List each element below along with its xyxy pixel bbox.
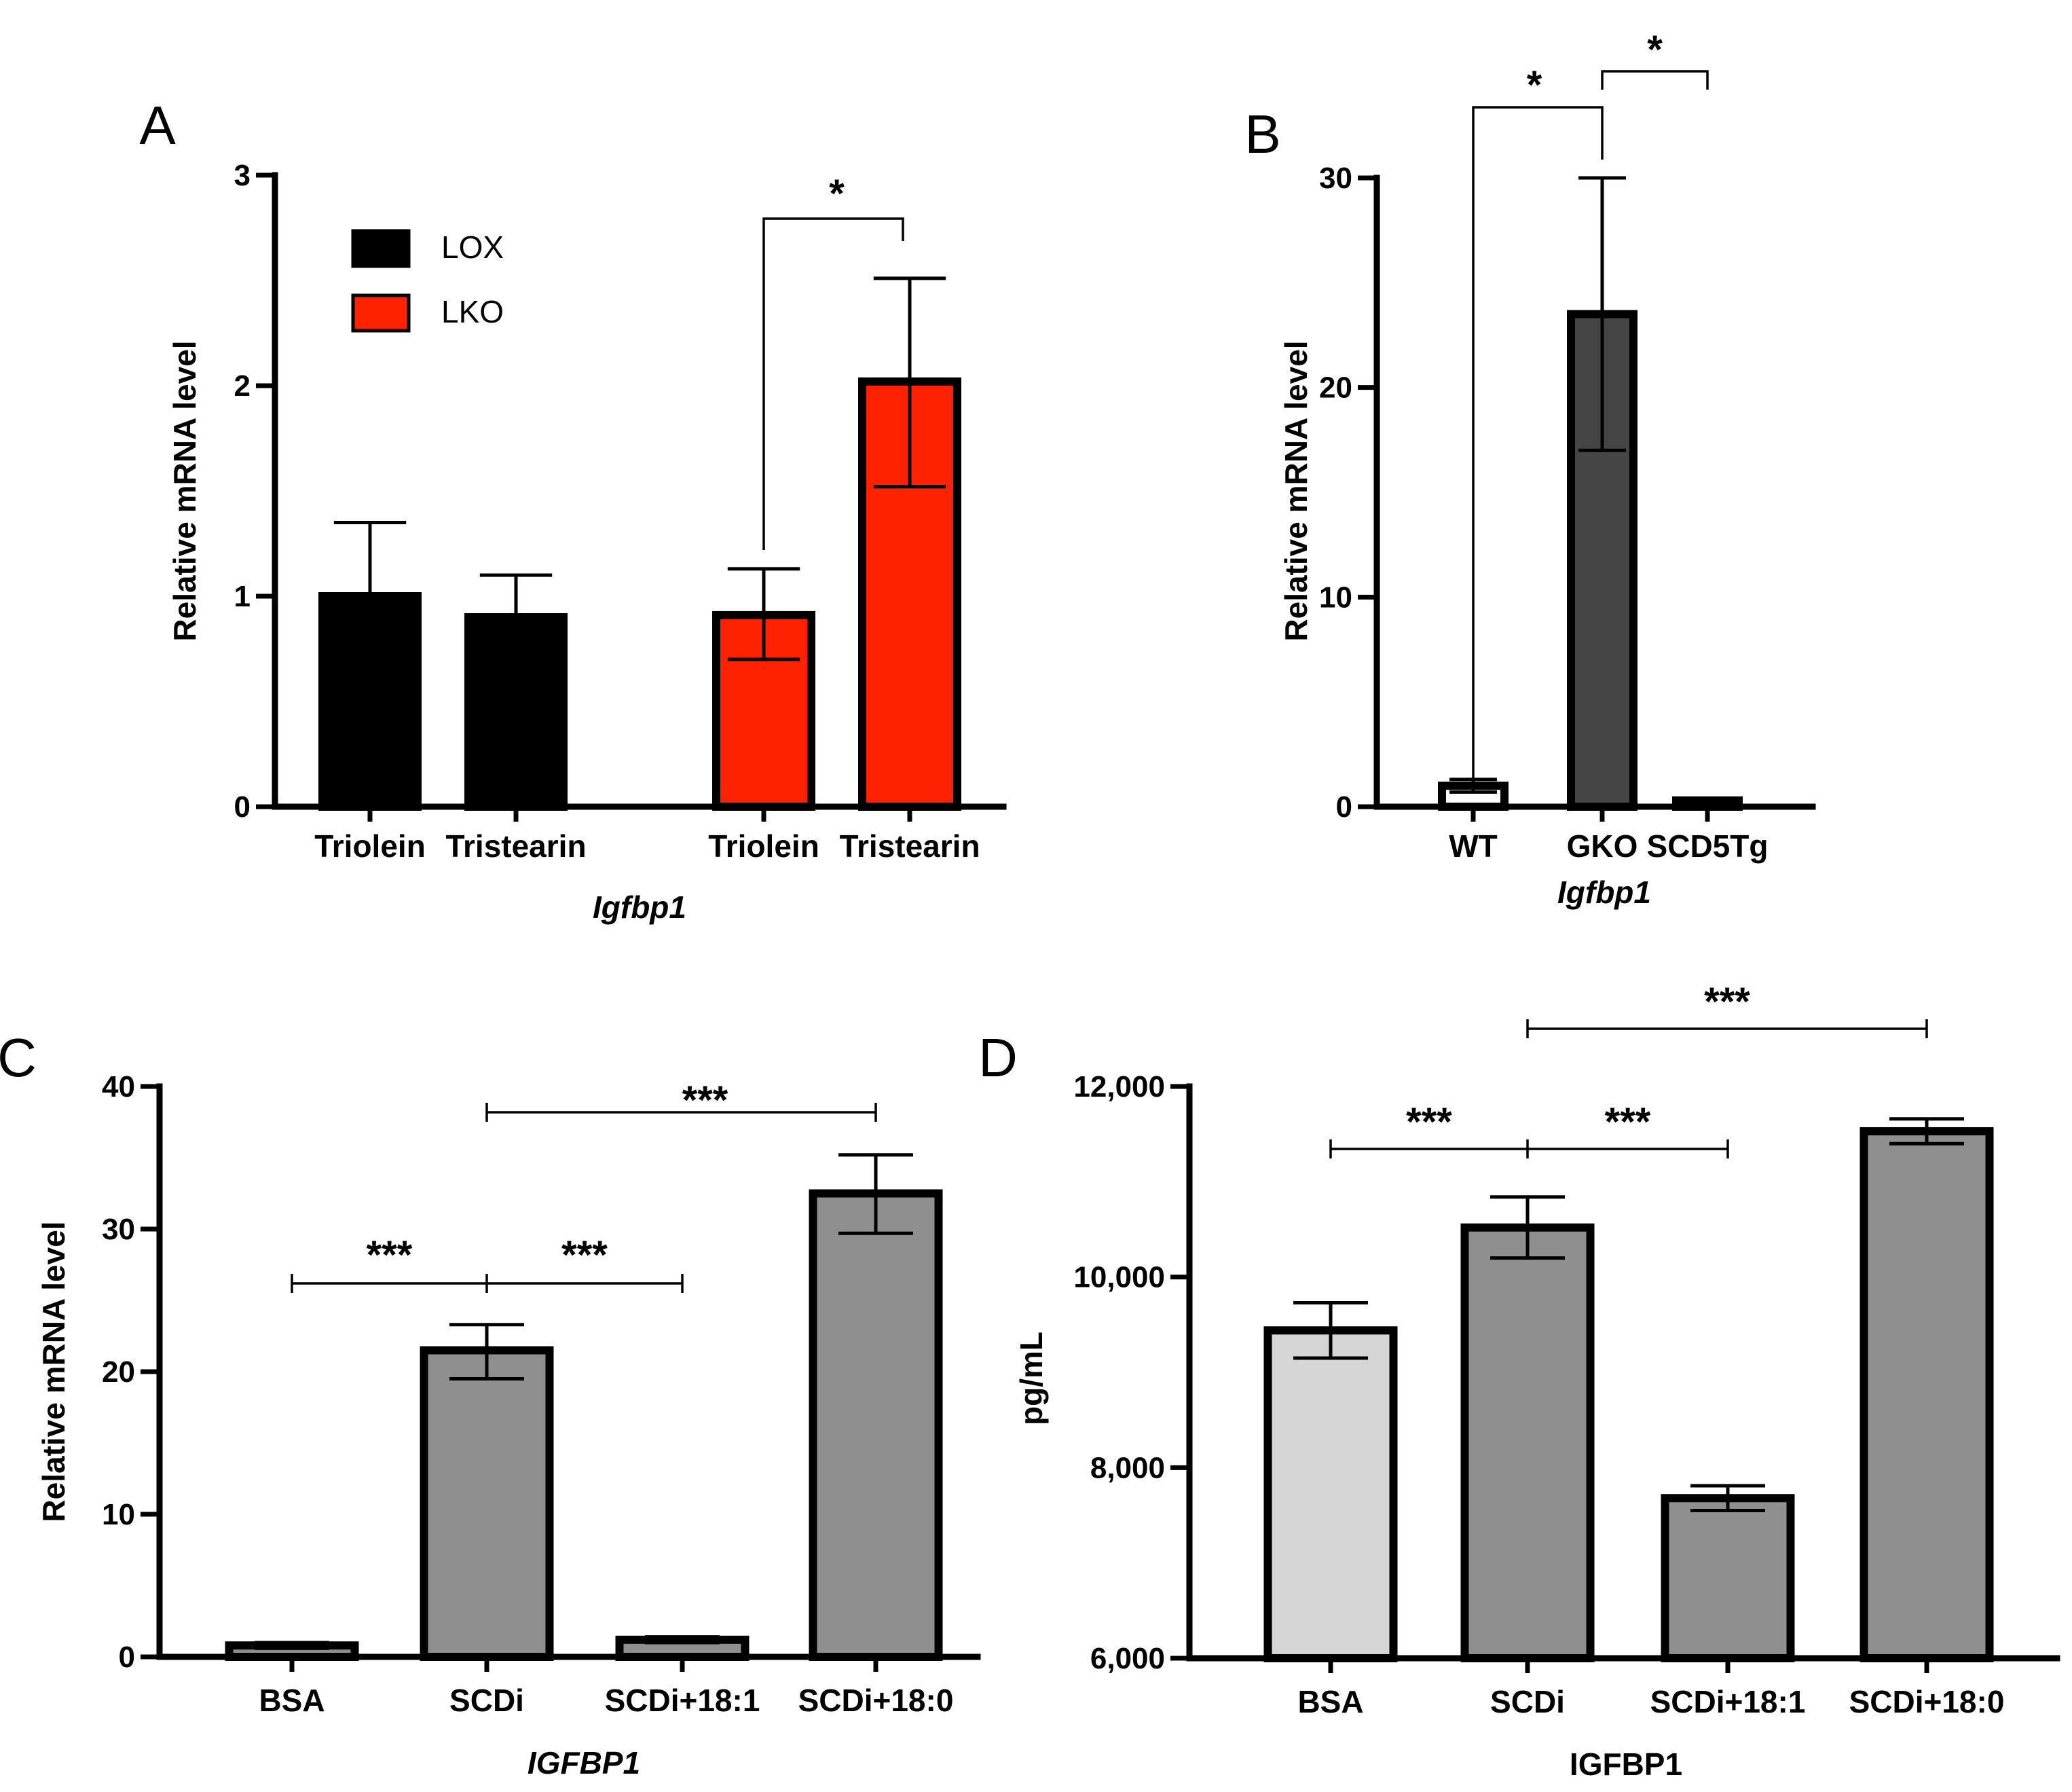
y-tick-label: 0 — [1336, 790, 1352, 824]
error-bar — [838, 1153, 913, 1235]
x-tick-label: Triolein — [708, 828, 819, 864]
panel-letter: B — [1244, 104, 1280, 164]
significance-annotations: * — [762, 172, 904, 550]
bar — [1860, 1127, 1994, 1662]
significance-marker: *** — [1704, 980, 1750, 1024]
panel-letter: A — [139, 95, 176, 156]
error-bar — [333, 521, 407, 596]
y-tick-label: 20 — [102, 1355, 135, 1389]
panel-d: D 6,000 8,000 10,000 12,000 pg/mL BSA SCDi SCDi+… — [978, 980, 2060, 1782]
y-tick-label: 30 — [102, 1213, 135, 1246]
significance-annotations: ** — [1472, 28, 1709, 780]
x-tick-label: SCDi+18:1 — [605, 1683, 760, 1718]
significance-marker: *** — [682, 1078, 728, 1122]
error-bar — [1578, 176, 1626, 452]
y-tick-label: 0 — [234, 790, 251, 824]
legend-label: LKO — [441, 294, 504, 329]
significance-bracket — [1472, 106, 1604, 780]
x-axis-title: Igfbp1 — [1557, 875, 1651, 910]
y-tick-label: 8,000 — [1090, 1451, 1165, 1484]
y-tick-label: 0 — [119, 1641, 135, 1674]
error-bar — [479, 573, 553, 617]
bar — [809, 1189, 943, 1661]
bar — [464, 613, 568, 811]
x-tick-label: Tristearin — [839, 828, 980, 864]
x-tick-label: BSA — [259, 1683, 325, 1718]
x-axis-title: IGFBP1 — [1570, 1747, 1682, 1782]
error-bar — [449, 1323, 524, 1380]
y-tick-label: 12,000 — [1073, 1070, 1165, 1103]
bar — [1661, 1494, 1795, 1662]
significance-bracket — [762, 217, 904, 550]
y-tick-label: 3 — [234, 159, 251, 192]
error-bar — [255, 1641, 329, 1650]
y-tick-label: 10 — [1319, 581, 1352, 614]
error-bar — [1690, 1484, 1765, 1512]
significance-marker: *** — [1605, 1100, 1651, 1144]
significance-annotations: *** *** *** — [291, 1078, 877, 1293]
x-tick-label: SCDi+18:0 — [798, 1683, 954, 1718]
significance-bracket — [1526, 1019, 1928, 1038]
y-axis-title: pg/mL — [1014, 1332, 1049, 1425]
x-tick-label: SCDi — [1490, 1684, 1565, 1719]
y-axis-title: Relative mRNA level — [167, 340, 202, 641]
significance-marker: * — [1647, 28, 1663, 72]
y-tick-label: 10 — [102, 1498, 135, 1531]
y-tick-label: 2 — [234, 369, 251, 403]
error-bar — [873, 276, 946, 489]
error-bar — [1889, 1117, 1964, 1146]
bar — [318, 592, 422, 811]
y-tick-label: 6,000 — [1090, 1642, 1165, 1675]
significance-bracket — [291, 1274, 684, 1293]
error-bar — [1684, 797, 1731, 805]
x-axis-title: IGFBP1 — [528, 1745, 640, 1780]
y-tick-label: 10,000 — [1073, 1261, 1165, 1294]
error-bar — [727, 567, 800, 661]
x-tick-label: SCDi+18:1 — [1650, 1684, 1806, 1719]
significance-bracket — [1329, 1139, 1729, 1158]
x-tick-label: Triolein — [314, 828, 426, 864]
panel-a: A 0 1 2 3 Relative mRNA level Triolein Tristear… — [139, 95, 1007, 925]
error-bar — [1293, 1301, 1368, 1360]
legend-swatch — [351, 293, 411, 333]
y-tick-label: 1 — [234, 580, 251, 613]
x-tick-label: BSA — [1297, 1684, 1363, 1719]
panel-b: B 0 10 20 30 Relative mRNA level WT GKO SCD5Tg Ig… — [1244, 28, 1816, 910]
x-axis-title: Igfbp1 — [593, 890, 686, 925]
significance-annotations: *** *** *** — [1329, 980, 1928, 1158]
x-tick-label: SCDi+18:0 — [1849, 1684, 2005, 1719]
y-axis-title: Relative mRNA level — [36, 1221, 71, 1522]
significance-marker: * — [829, 172, 845, 216]
x-tick-label: GKO — [1567, 828, 1638, 864]
significance-marker: *** — [1406, 1100, 1452, 1144]
x-tick-label: SCDi — [449, 1683, 524, 1718]
y-axis-title: Relative mRNA level — [1278, 340, 1314, 641]
significance-marker: *** — [561, 1233, 608, 1277]
y-tick-label: 30 — [1319, 162, 1352, 195]
significance-marker: * — [1527, 63, 1542, 107]
error-bar — [1490, 1195, 1565, 1260]
x-tick-label: SCD5Tg — [1647, 828, 1769, 864]
panel-letter: C — [0, 1027, 37, 1088]
y-tick-label: 20 — [1319, 371, 1352, 405]
legend-label: LOX — [441, 230, 504, 265]
panel-c: C 0 10 20 30 40 Relative mRNA level BSA SCDi SCDi… — [0, 1027, 981, 1780]
panel-letter: D — [978, 1027, 1018, 1088]
y-tick-label: 40 — [102, 1070, 135, 1103]
significance-bracket — [485, 1103, 877, 1122]
bar — [1263, 1326, 1398, 1662]
bar — [1460, 1223, 1595, 1662]
error-bar — [645, 1635, 720, 1645]
significance-bracket — [1601, 70, 1709, 90]
legend: LOX LKO — [351, 229, 504, 333]
x-tick-label: Tristearin — [445, 828, 586, 864]
bar — [420, 1346, 554, 1661]
legend-swatch — [351, 229, 411, 268]
x-tick-label: WT — [1449, 828, 1498, 864]
significance-marker: *** — [367, 1233, 413, 1277]
